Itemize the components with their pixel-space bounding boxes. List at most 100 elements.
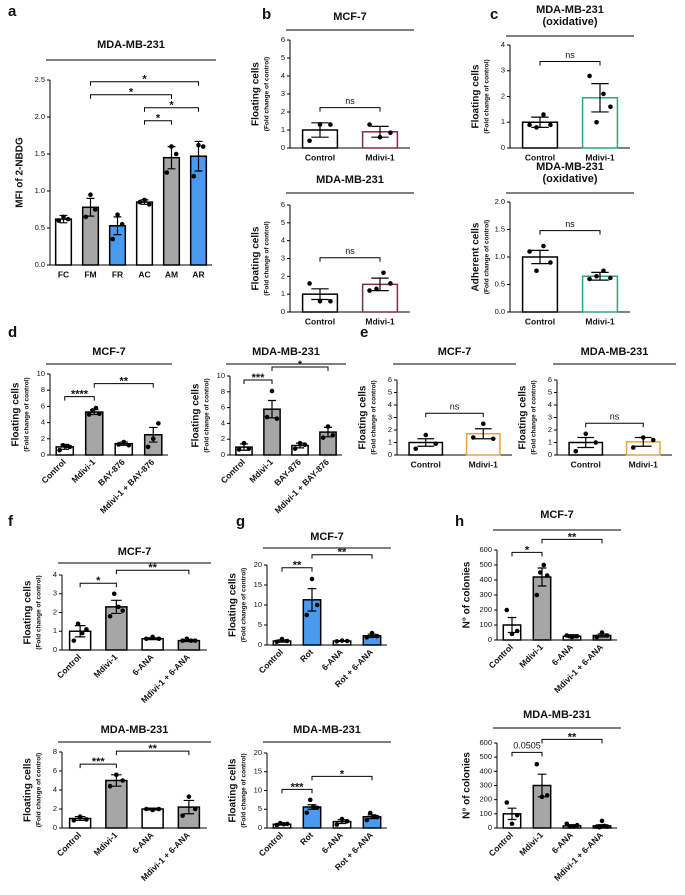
x-tick-label: Mdivi-1 <box>69 457 97 485</box>
data-point <box>309 576 315 582</box>
panel-letter: d <box>8 324 17 341</box>
data-point <box>573 448 579 454</box>
data-point <box>314 805 320 811</box>
sig-bracket <box>539 230 601 235</box>
y-tick-label: 15 <box>254 580 262 589</box>
data-point <box>137 199 143 205</box>
x-tick-label: Mdivi-1 <box>585 316 615 326</box>
sig-label: ** <box>568 731 577 743</box>
data-point <box>164 170 170 175</box>
data-point <box>93 405 99 411</box>
y-tick-label: 1 <box>548 437 552 446</box>
data-point <box>564 633 570 638</box>
x-tick-label: Mdivi-1 <box>517 642 545 670</box>
y-tick-label: 4 <box>41 418 45 427</box>
x-tick-label: 6-ANA <box>320 830 345 855</box>
data-point <box>304 612 310 618</box>
data-point <box>388 281 393 286</box>
y-tick-label: 3 <box>53 589 57 598</box>
y-tick-label: 0 <box>488 635 492 644</box>
x-tick-label: Mdivi-1 <box>585 152 615 162</box>
error-bar <box>531 249 549 265</box>
x-tick-label: Mdivi-1 <box>365 152 395 162</box>
x-tick-label: AC <box>138 269 150 279</box>
x-tick-label: Rot <box>298 647 315 664</box>
data-point <box>88 192 93 197</box>
x-tick-label: Control <box>257 830 285 858</box>
data-point <box>534 592 540 598</box>
x-tick-label: AR <box>192 269 204 279</box>
data-point <box>470 435 476 440</box>
error-bar <box>417 438 435 447</box>
data-point <box>107 613 113 619</box>
data-point <box>84 817 89 822</box>
sig-bracket <box>425 412 484 418</box>
data-point <box>107 783 113 789</box>
y-tick-label: 2 <box>281 271 285 280</box>
panel-title: MDA-MB-231 <box>523 709 591 721</box>
y-tick-label: 0.0 <box>35 260 45 269</box>
sig-label: * <box>156 113 161 125</box>
data-point <box>279 636 285 642</box>
x-tick-label: Control <box>571 459 601 469</box>
sig-bracket <box>281 567 313 572</box>
bar <box>189 155 208 266</box>
y-tick-label: 3 <box>281 253 285 262</box>
sig-bracket <box>79 763 117 769</box>
data-point <box>367 288 372 293</box>
data-point <box>84 627 89 632</box>
data-point <box>120 608 125 613</box>
data-point <box>307 138 312 144</box>
x-tick-label: Mdivi-1 <box>629 459 659 469</box>
data-point <box>328 299 333 304</box>
sig-label: * <box>340 768 345 780</box>
y-tick-label: 4 <box>281 236 285 245</box>
y-axis-label: Floating cells <box>23 580 34 644</box>
y-tick-label: 0.5 <box>495 279 505 288</box>
data-point <box>146 202 152 207</box>
data-point <box>599 630 605 635</box>
y-tick-label: 2 <box>53 607 57 616</box>
bar <box>54 218 73 266</box>
sig-bracket <box>319 107 381 112</box>
sig-bracket <box>90 81 199 86</box>
data-point <box>277 820 283 826</box>
y-axis-note: (Fold change of control) <box>484 220 491 294</box>
y-tick-label: 5 <box>258 620 262 629</box>
y-tick-label: 0 <box>501 143 505 152</box>
panel-title: MDA-MB-231 <box>536 4 604 16</box>
bar <box>135 201 154 266</box>
panel-title: MDA-MB-231 <box>293 724 361 736</box>
y-tick-label: 500 <box>479 560 492 569</box>
data-point <box>180 813 185 818</box>
data-point <box>604 824 610 829</box>
data-point <box>236 447 242 452</box>
x-tick-label: Control <box>39 457 67 485</box>
data-point <box>121 439 127 445</box>
sig-bracket <box>79 582 117 588</box>
data-point <box>339 638 345 643</box>
data-point <box>57 447 62 453</box>
data-point <box>334 822 340 827</box>
sig-label: * <box>142 74 147 86</box>
data-point <box>317 122 323 127</box>
x-tick-label: Control <box>305 316 335 326</box>
y-axis-label: Floating cells <box>471 64 482 128</box>
x-tick-label: FC <box>58 269 69 279</box>
data-point <box>413 446 419 452</box>
y-axis-note: (Fold change of control) <box>24 377 31 451</box>
y-tick-label: 0 <box>548 450 552 459</box>
data-point <box>593 440 599 445</box>
data-point <box>75 621 81 627</box>
x-tick-label: Control <box>487 642 515 670</box>
data-point <box>126 442 132 448</box>
y-tick-label: 0 <box>221 450 225 459</box>
y-tick-label: 6 <box>281 35 285 44</box>
x-tick-label: 6-ANA <box>320 647 345 672</box>
data-point <box>504 607 510 613</box>
data-point <box>480 421 486 427</box>
y-tick-label: 2 <box>281 107 285 116</box>
sig-label: *** <box>291 781 305 793</box>
y-tick-label: 6 <box>388 375 392 384</box>
data-point <box>604 633 610 638</box>
